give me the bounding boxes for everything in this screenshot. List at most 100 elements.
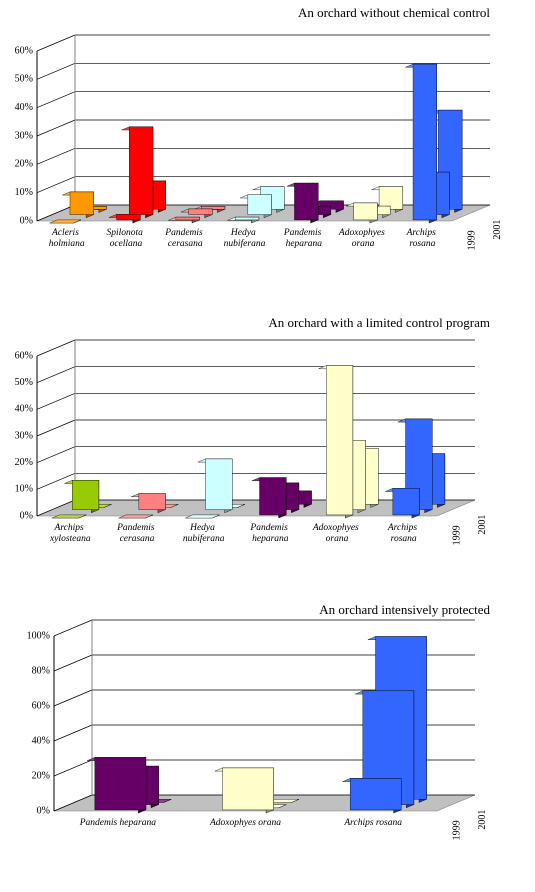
side-grid-line: [36, 34, 76, 52]
side-grid-line: [36, 119, 76, 137]
bar: [349, 778, 402, 811]
depth-label: 2001: [492, 220, 503, 240]
side-grid-line: [36, 393, 76, 410]
bar-top: [51, 514, 87, 519]
y-tick-label: 0%: [37, 805, 50, 816]
side-grid-line: [36, 148, 76, 165]
depth-label: 2001: [477, 515, 488, 535]
y-tick-label: 60%: [15, 350, 33, 361]
side-grid-line: [53, 689, 93, 707]
y-tick-label: 80%: [32, 665, 50, 676]
x-tick-label: Pandemis cerasana: [116, 523, 157, 544]
y-tick-label: 30%: [15, 430, 33, 441]
x-tick-label-line: Pandemis: [116, 523, 157, 533]
bar: [247, 194, 272, 215]
x-tick-label: Pandemis heparana: [79, 818, 157, 828]
bar-top: [118, 514, 153, 519]
bar: [116, 214, 141, 221]
x-tick-label: Archips rosana: [406, 228, 439, 249]
x-tick-label-line: cerasana: [168, 239, 203, 249]
side-grid-line: [36, 63, 76, 80]
bar: [138, 493, 166, 510]
side-grid-line: [36, 446, 76, 463]
x-tick-label-line: holmiana: [49, 239, 85, 249]
side-grid-line: [36, 366, 76, 383]
bar: [319, 200, 344, 210]
x-tick-label-line: Hedya: [230, 228, 258, 238]
x-tick-label-line: cerasana: [120, 534, 155, 544]
y-tick-label: 20%: [15, 457, 33, 468]
x-tick-label-line: Adoxophyes: [312, 523, 361, 533]
y-tick-label: 20%: [15, 159, 33, 170]
x-tick-label: Hedya nubiferana: [224, 228, 266, 249]
bar: [69, 191, 94, 215]
side-grid-line: [36, 499, 76, 517]
bar-top: [49, 219, 82, 224]
x-tick-label-line: heparana: [286, 239, 323, 249]
y-tick-label: 50%: [15, 377, 33, 388]
x-tick-label-line: Spilonota: [107, 228, 146, 238]
side-grid-line: [36, 339, 76, 357]
y-tick-label: 60%: [32, 700, 50, 711]
chart-title: An orchard with a limited control progra…: [268, 315, 490, 330]
x-tick-label-line: Archips: [54, 523, 87, 533]
y-tick-label: 40%: [15, 404, 33, 415]
depth-label: 1999: [452, 820, 463, 840]
x-tick-label-line: Archips: [406, 228, 439, 238]
y-tick-label: 0%: [20, 215, 33, 226]
side-grid-line: [36, 473, 76, 490]
depth-label: 1999: [467, 230, 478, 250]
y-tick-label: 60%: [15, 45, 33, 56]
bar: [94, 757, 147, 811]
x-tick-label-line: nubiferana: [183, 533, 225, 544]
depth-label: 1999: [452, 525, 463, 545]
x-tick-label-line: Adoxophyes: [338, 228, 387, 238]
side-grid-line: [53, 794, 93, 812]
bar: [175, 216, 200, 221]
bar: [188, 208, 213, 215]
y-tick-label: 30%: [15, 130, 33, 141]
bar-top: [185, 514, 220, 519]
chart-title: An orchard without chemical control: [298, 5, 490, 20]
x-tick-label: Pandemis cerasana: [164, 228, 205, 249]
x-tick-label-line: heparana: [252, 534, 289, 544]
x-tick-label-line: Pandemis: [283, 228, 324, 238]
x-tick-label: Adoxophyes orana: [338, 228, 387, 249]
x-tick-label: Spilonota ocellana: [107, 228, 146, 249]
bar: [392, 488, 420, 516]
y-tick-label: 10%: [15, 484, 33, 495]
bar: [205, 458, 233, 510]
x-tick-label-line: rosana: [409, 239, 435, 249]
x-tick-label: Pandemis heparana: [283, 228, 324, 249]
x-tick-label-line: Pandemis: [249, 523, 290, 533]
x-tick-label-line: Pandemis: [164, 228, 205, 238]
bar: [378, 186, 403, 210]
x-tick-label-line: orana: [326, 534, 349, 544]
y-tick-label: 0%: [20, 510, 33, 521]
x-tick-label: Adoxophyes orana: [209, 818, 281, 828]
x-tick-label-line: xylosteana: [49, 534, 91, 544]
chart-title: An orchard intensively protected: [319, 602, 490, 617]
x-tick-label: Archips rosana: [387, 523, 420, 544]
x-tick-label: Archips xylosteana: [49, 523, 91, 544]
side-grid-line: [53, 619, 93, 637]
bar: [353, 202, 378, 221]
x-tick-label-line: orana: [352, 239, 375, 249]
x-tick-label: Acleris holmiana: [49, 228, 85, 249]
side-grid-line: [53, 654, 93, 672]
y-tick-label: 40%: [15, 102, 33, 113]
x-tick-label-line: nubiferana: [224, 238, 266, 249]
bar: [201, 206, 226, 210]
x-tick-label-line: ocellana: [110, 239, 143, 249]
bar: [234, 216, 260, 221]
y-tick-label: 50%: [15, 74, 33, 85]
bar: [326, 365, 354, 516]
bar: [294, 182, 319, 221]
x-tick-label-line: Archips: [387, 523, 420, 533]
x-tick-label-line: Hedya: [189, 523, 217, 533]
side-grid-line: [36, 176, 76, 193]
x-tick-label-line: rosana: [391, 534, 417, 544]
bar: [129, 126, 154, 215]
bar: [222, 767, 274, 811]
